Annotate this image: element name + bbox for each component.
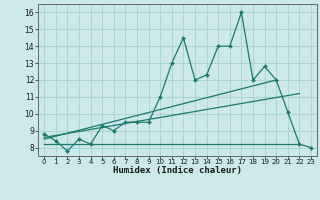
X-axis label: Humidex (Indice chaleur): Humidex (Indice chaleur): [113, 166, 242, 175]
